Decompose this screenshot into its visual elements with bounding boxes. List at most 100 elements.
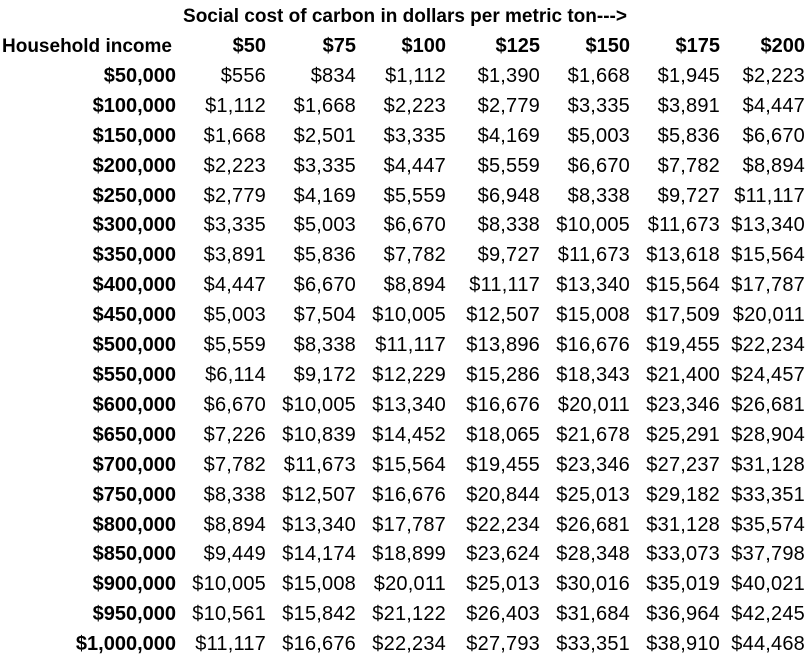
table-cell: $11,673 [647,214,720,237]
table-cell: $4,447 [742,94,805,117]
table-cell: $11,117 [469,274,540,297]
table-cell: $11,117 [195,633,266,656]
table-row: $400,000 $4,447 $6,670 $8,894 $11,117 $13,340… [2,271,805,301]
table-cell: $16,676 [372,483,446,506]
income-label: $850,000 [92,543,176,566]
column-header: $100 [401,35,447,57]
table-cell: $21,678 [556,423,630,446]
table-cell: $1,112 [385,64,446,87]
table-cell: $33,351 [556,633,630,656]
table-cell: $834 [310,64,356,87]
table-cell: $10,005 [556,214,630,237]
table-cell: $13,340 [282,513,356,536]
table-cell: $3,891 [203,244,266,267]
table-cell: $3,335 [567,94,630,117]
table-cell: $31,128 [646,513,720,536]
table-cell: $6,948 [477,184,540,207]
income-label: $750,000 [92,483,176,506]
table-cell: $33,351 [731,483,805,506]
table-cell: $1,390 [477,64,540,87]
row-header-label: Household income [2,36,172,57]
table-cell: $15,286 [466,363,540,386]
table-cell: $38,910 [646,633,720,656]
table-cell: $13,340 [372,393,446,416]
cost-table: Household income $50 $75 $100 $125 $150 $175 $… [2,32,805,660]
income-label: $950,000 [92,603,176,626]
table-row: $150,000 $1,668 $2,501 $3,335 $4,169 $5,003 $5… [2,122,805,152]
table-cell: $1,668 [203,124,266,147]
table-row: $50,000 $556 $834 $1,112 $1,390 $1,668 $1,945 $… [2,62,805,92]
table-cell: $24,457 [731,363,805,386]
table-row: $800,000 $8,894 $13,340 $17,787 $22,234 $26,6… [2,511,805,541]
table-cell: $31,684 [556,603,630,626]
table-cell: $3,891 [657,94,720,117]
table-cell: $5,836 [293,244,356,267]
table-cell: $1,668 [293,94,356,117]
table-cell: $13,618 [646,244,720,267]
table-row: $1,000,000 $11,117 $16,676 $22,234 $27,793 $3… [2,630,805,660]
table-cell: $2,223 [742,64,805,87]
table-cell: $7,782 [203,453,266,476]
table-cell: $15,564 [372,453,446,476]
table-cell: $4,169 [293,184,356,207]
table-cell: $20,011 [732,304,805,327]
table-cell: $9,449 [203,543,266,566]
income-label: $200,000 [92,154,176,177]
table-cell: $7,226 [203,423,266,446]
table-row: $500,000 $5,559 $8,338 $11,117 $13,896 $16,67… [2,331,805,361]
table-cell: $4,169 [477,124,540,147]
table-cell: $15,564 [646,274,720,297]
table-cell: $17,787 [731,274,805,297]
table-cell: $2,223 [383,94,446,117]
table-cell: $26,403 [466,603,540,626]
table-cell: $6,670 [383,214,446,237]
table-cell: $9,727 [657,184,720,207]
table-cell: $18,065 [466,423,540,446]
table-cell: $26,681 [731,393,805,416]
table-cell: $22,234 [466,513,540,536]
table-cell: $19,455 [646,334,720,357]
table-cell: $10,561 [192,603,266,626]
table-cell: $6,670 [203,393,266,416]
table-row: $650,000 $7,226 $10,839 $14,452 $18,065 $21,6… [2,421,805,451]
table-cell: $2,779 [477,94,540,117]
table-cell: $36,964 [646,603,720,626]
table-cell: $12,507 [466,304,540,327]
table-cell: $5,003 [293,214,356,237]
table-cell: $17,787 [372,513,446,536]
table-cell: $20,011 [373,573,446,596]
table-cell: $12,507 [282,483,356,506]
table-cell: $5,559 [383,184,446,207]
table-cell: $4,447 [203,274,266,297]
table-cell: $7,504 [293,304,356,327]
table-cell: $2,223 [203,154,266,177]
table-row: $700,000 $7,782 $11,673 $15,564 $19,455 $23,3… [2,451,805,481]
table-cell: $5,003 [203,304,266,327]
table-cell: $5,836 [657,124,720,147]
table-cell: $16,676 [466,393,540,416]
table-cell: $3,335 [383,124,446,147]
income-label: $450,000 [92,304,176,327]
table-cell: $1,945 [657,64,720,87]
column-header: $125 [495,35,541,57]
table-row: $200,000 $2,223 $3,335 $4,447 $5,559 $6,670 $7… [2,152,805,182]
table-cell: $44,468 [731,633,805,656]
table-cell: $37,798 [731,543,805,566]
table-row: $600,000 $6,670 $10,005 $13,340 $16,676 $20,0… [2,391,805,421]
income-label: $50,000 [103,64,176,87]
table-cell: $23,346 [556,453,630,476]
table-cell: $30,016 [556,573,630,596]
table-cell: $8,338 [477,214,540,237]
table-cell: $7,782 [657,154,720,177]
table-cell: $20,011 [557,393,630,416]
table-cell: $2,501 [293,124,356,147]
table-cell: $15,842 [282,603,356,626]
table-row: $300,000 $3,335 $5,003 $6,670 $8,338 $10,005 $… [2,211,805,241]
table-cell: $5,003 [567,124,630,147]
table-row: $750,000 $8,338 $12,507 $16,676 $20,844 $25,0… [2,481,805,511]
table-cell: $29,182 [646,483,720,506]
table-cell: $9,172 [293,363,356,386]
table-title: Social cost of carbon in dollars per met… [183,6,627,27]
table-cell: $25,291 [646,423,720,446]
